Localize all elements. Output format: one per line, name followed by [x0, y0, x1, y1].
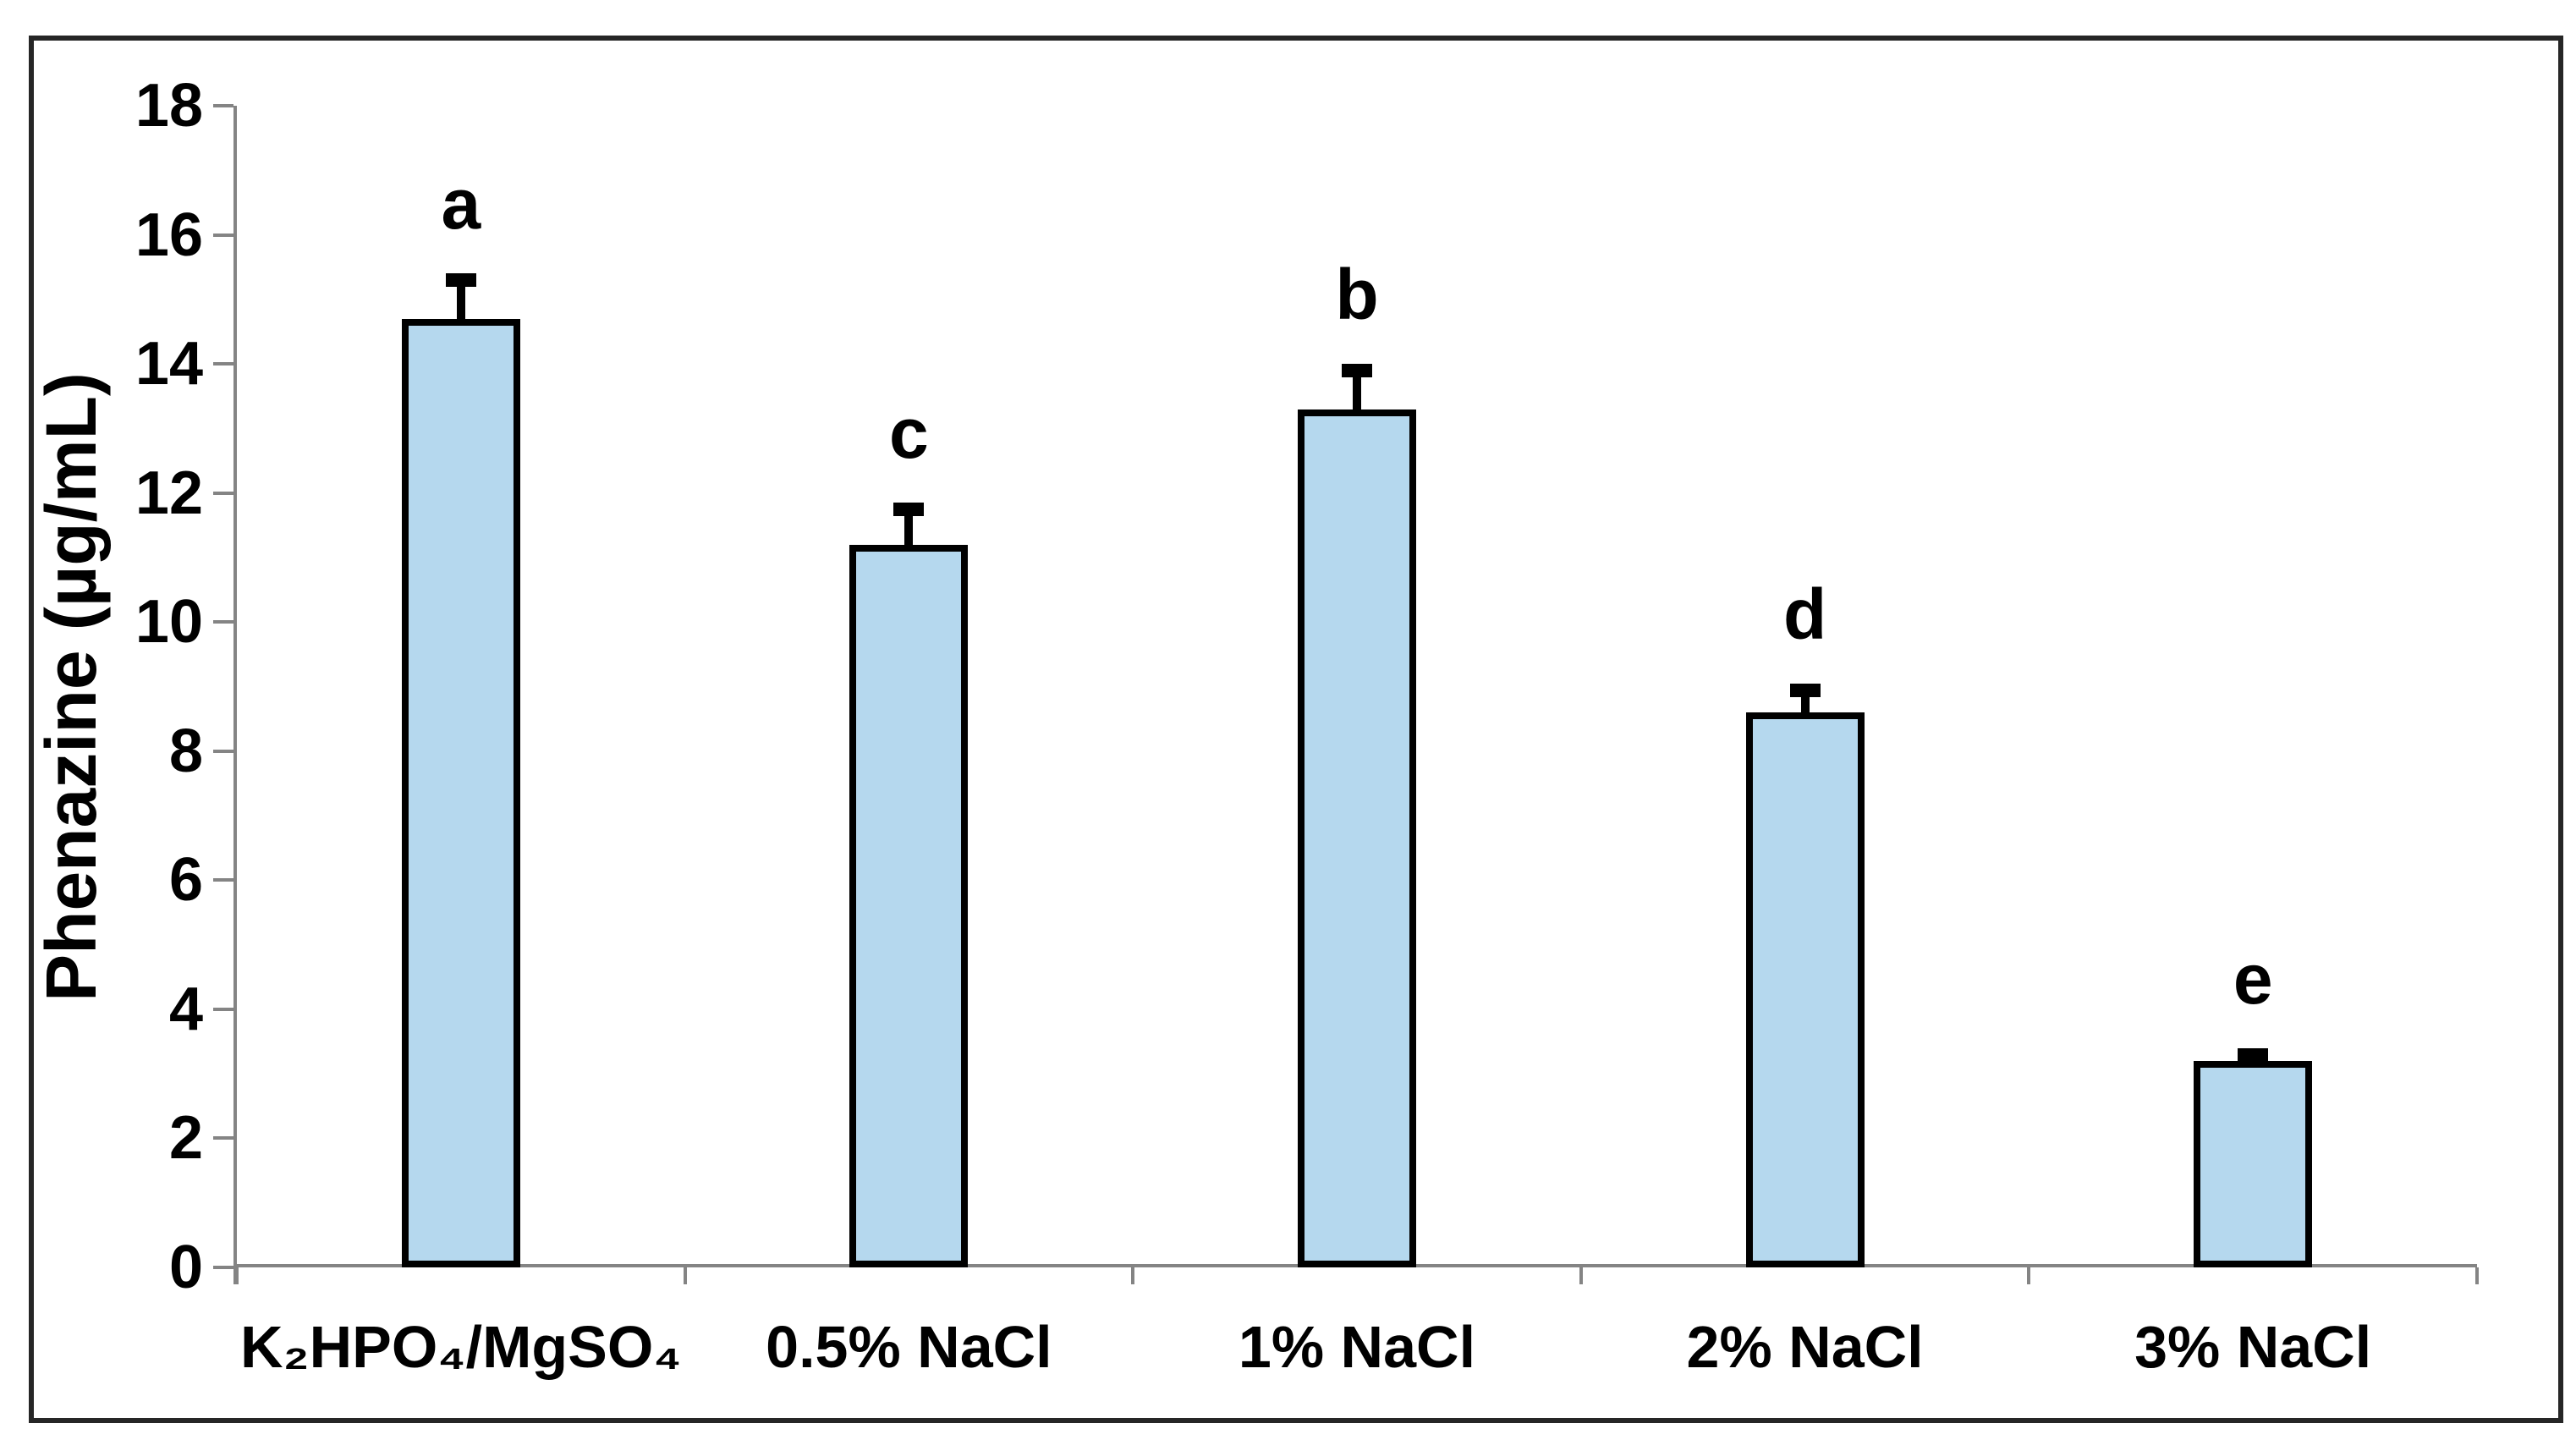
error-bar-stem [1800, 690, 1810, 719]
y-tick-label: 18 [135, 72, 203, 140]
y-axis-title: Phenazine (µg/mL) [31, 372, 111, 1002]
x-tick [683, 1267, 687, 1284]
x-tick [1131, 1267, 1135, 1284]
y-tick [213, 1007, 233, 1011]
y-tick [213, 878, 233, 882]
y-tick-label: 2 [168, 1104, 203, 1173]
sig-letter: d [1782, 574, 1827, 654]
y-tick-label: 4 [168, 975, 203, 1043]
error-bar-cap [893, 503, 925, 517]
sig-letter: b [1335, 255, 1379, 335]
error-bar-cap [1342, 364, 1372, 378]
figure-border [29, 36, 2563, 1423]
sig-letter: c [889, 393, 929, 474]
y-tick [213, 620, 233, 624]
y-tick [213, 1136, 233, 1140]
bar [401, 318, 520, 1267]
y-tick-label: 8 [168, 717, 203, 785]
x-category-label: 0.5% NaCl [766, 1314, 1052, 1380]
x-tick [2475, 1267, 2479, 1284]
error-bar-cap [1789, 683, 1821, 697]
y-axis-line [233, 106, 237, 1284]
y-tick-label: 14 [135, 330, 203, 398]
x-category-label: 1% NaCl [1238, 1314, 1476, 1380]
y-tick-label: 6 [168, 846, 203, 915]
y-tick [213, 749, 233, 753]
sig-letter: a [441, 164, 481, 245]
x-category-label: 3% NaCl [2134, 1314, 2372, 1380]
bar [1745, 712, 1865, 1267]
x-category-label: K₂HPO₄/MgSO₄ [239, 1314, 682, 1380]
y-tick [213, 491, 233, 495]
error-bar-stem [1353, 371, 1361, 416]
bar [849, 544, 969, 1267]
sig-letter: e [2233, 938, 2273, 1019]
y-tick [213, 1266, 233, 1269]
bar [1298, 409, 1416, 1267]
y-tick-label: 10 [135, 588, 203, 657]
y-tick [213, 104, 233, 107]
x-tick [1579, 1267, 1583, 1284]
y-tick-label: 0 [168, 1234, 203, 1301]
x-category-label: 2% NaCl [1686, 1314, 1924, 1380]
x-tick [2027, 1267, 2031, 1284]
error-bar-stem [456, 280, 465, 326]
y-tick [213, 233, 233, 237]
error-bar-cap [445, 273, 476, 288]
error-bar-cap [2238, 1047, 2269, 1062]
x-tick [235, 1267, 239, 1284]
error-bar-stem [904, 509, 914, 552]
y-tick [213, 362, 233, 366]
y-tick-label: 16 [135, 201, 203, 269]
y-tick-label: 12 [135, 459, 203, 527]
bar [2194, 1060, 2313, 1267]
